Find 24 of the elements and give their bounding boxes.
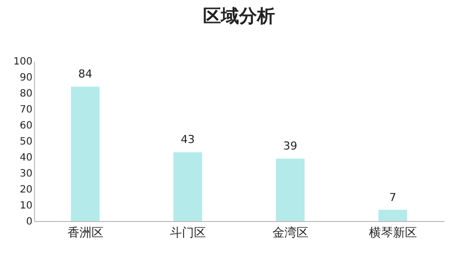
y-tick-label: 10 [20,200,32,212]
y-tick-label: 90 [20,72,32,84]
data-label: 43 [180,133,195,146]
data-label: 7 [389,190,396,204]
x-tick-label: 香洲区 [67,226,104,240]
y-tick-label: 70 [20,104,32,116]
bar [70,86,100,221]
chart-title: 区域分析 [203,6,275,27]
bar [173,152,202,221]
y-tick-label: 20 [20,184,32,196]
bar [378,210,408,221]
x-tick-label: 横琴新区 [368,226,417,240]
y-tick-label: 0 [26,216,32,228]
y-tick-label: 30 [20,168,32,180]
x-tick-label: 金湾区 [272,226,308,240]
bar [276,158,305,221]
y-tick-label: 80 [20,88,32,100]
y-tick-label: 40 [20,152,32,164]
x-tick-label: 斗门区 [170,226,206,240]
y-tick-label: 60 [20,120,32,132]
y-tick-label: 100 [13,56,32,68]
data-label: 84 [78,68,92,81]
y-tick-label: 50 [20,136,32,148]
data-label: 39 [283,140,298,153]
